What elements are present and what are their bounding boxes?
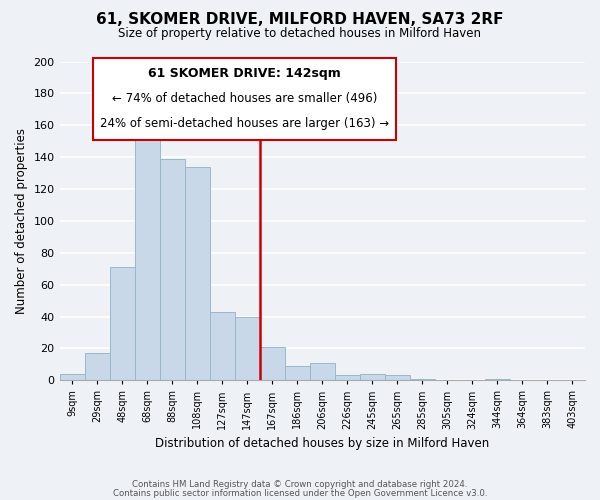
Bar [360,374,385,380]
Bar [485,378,510,380]
Bar [110,267,134,380]
Y-axis label: Number of detached properties: Number of detached properties [15,128,28,314]
Text: Size of property relative to detached houses in Milford Haven: Size of property relative to detached ho… [119,28,482,40]
Text: Contains HM Land Registry data © Crown copyright and database right 2024.: Contains HM Land Registry data © Crown c… [132,480,468,489]
Text: Contains public sector information licensed under the Open Government Licence v3: Contains public sector information licen… [113,488,487,498]
Text: 61, SKOMER DRIVE, MILFORD HAVEN, SA73 2RF: 61, SKOMER DRIVE, MILFORD HAVEN, SA73 2R… [96,12,504,28]
FancyBboxPatch shape [93,58,396,140]
Text: 61 SKOMER DRIVE: 142sqm: 61 SKOMER DRIVE: 142sqm [148,68,341,80]
Bar [385,376,410,380]
Bar [134,126,160,380]
Bar [59,374,85,380]
Bar [260,347,285,380]
Bar [335,376,360,380]
X-axis label: Distribution of detached houses by size in Milford Haven: Distribution of detached houses by size … [155,437,490,450]
Text: 24% of semi-detached houses are larger (163) →: 24% of semi-detached houses are larger (… [100,117,389,130]
Bar [310,362,335,380]
Bar [209,312,235,380]
Bar [285,366,310,380]
Text: ← 74% of detached houses are smaller (496): ← 74% of detached houses are smaller (49… [112,92,377,106]
Bar [185,166,209,380]
Bar [410,378,435,380]
Bar [85,353,110,380]
Bar [235,316,260,380]
Bar [160,158,185,380]
